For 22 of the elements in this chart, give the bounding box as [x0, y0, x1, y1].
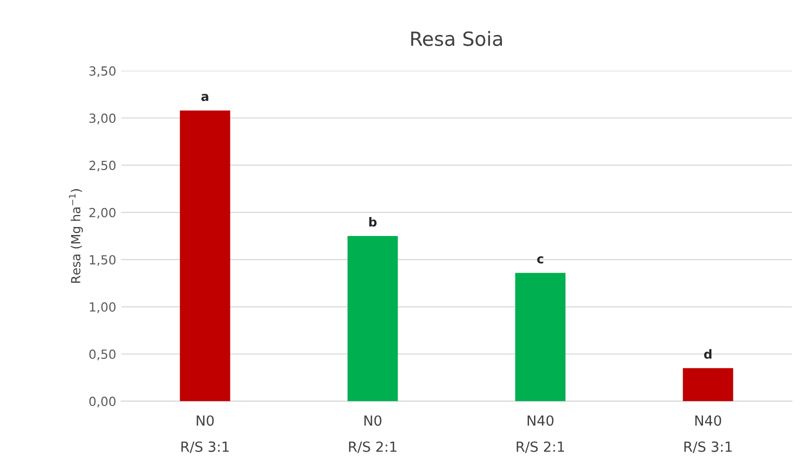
x-tick-label: N0 R/S 3:1 [181, 415, 229, 454]
y-tick-label: 2,50 [89, 160, 116, 172]
annotation: a [201, 94, 208, 102]
chart-title: Resa Soia [411, 31, 502, 46]
y-tick-label: 3,00 [89, 113, 116, 124]
bar [515, 272, 566, 402]
x-tick-label: N0 R/S 2:1 [349, 415, 396, 454]
bar [682, 368, 734, 402]
annotation: c [537, 256, 544, 264]
x-tick-label: N40 R/S 2:1 [516, 415, 564, 454]
annotation: b [369, 216, 377, 227]
y-tick-label: 1,00 [90, 302, 116, 313]
y-tick-label: 0,50 [89, 349, 116, 360]
y-tick-label: 2,00 [89, 208, 116, 219]
annotation: d [704, 349, 712, 359]
y-tick-label: 3,50 [89, 66, 116, 77]
y-tick-label: 1,50 [90, 255, 116, 266]
bar [348, 236, 398, 402]
bar [180, 110, 230, 402]
y-tick-label: 0,00 [89, 396, 116, 408]
x-tick-label: N40 R/S 3:1 [684, 415, 732, 454]
y-axis-title: Resa (Mg ha$^{−1}$) [69, 189, 83, 283]
